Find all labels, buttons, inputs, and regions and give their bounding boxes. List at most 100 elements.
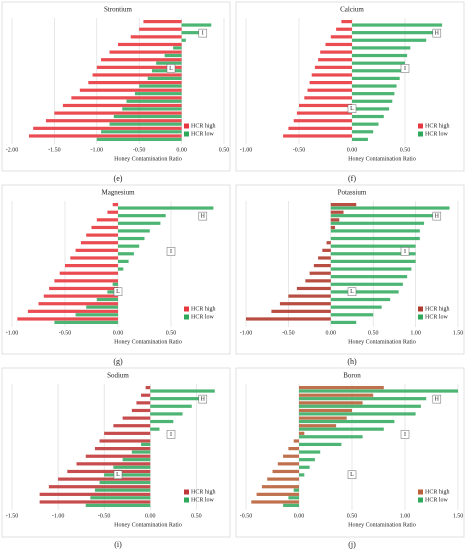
bar <box>352 130 374 134</box>
annotation-box <box>198 394 208 404</box>
legend-label: HCR low <box>191 497 215 503</box>
bar <box>293 119 352 123</box>
legend-label: HCR high <box>425 306 450 312</box>
x-tick-label: -2.00 <box>6 147 19 153</box>
bar <box>90 496 151 500</box>
bar <box>17 317 118 321</box>
bar <box>293 439 299 443</box>
panel-caption: (i) <box>114 540 122 549</box>
bar <box>352 69 403 73</box>
bar <box>293 488 299 492</box>
bar <box>54 279 118 283</box>
bar <box>131 450 151 454</box>
annotation-box <box>432 28 442 38</box>
bar <box>299 408 352 413</box>
bar <box>330 297 391 302</box>
bar <box>139 84 182 88</box>
bar <box>352 84 397 88</box>
annotation: H <box>201 396 206 402</box>
bar <box>330 313 374 317</box>
bar <box>181 23 212 27</box>
bar <box>59 271 118 275</box>
annotation-box <box>347 287 357 296</box>
bar <box>91 225 118 230</box>
bar <box>99 480 151 485</box>
legend-swatch <box>184 123 189 129</box>
bar <box>330 218 340 222</box>
x-tick-label: -0.50 <box>133 147 146 153</box>
bar <box>330 210 344 214</box>
bar <box>352 31 437 35</box>
bar <box>330 290 399 294</box>
x-tick-label: -1.00 <box>240 147 253 153</box>
x-axis-label: Honey Contamination Ratio <box>348 156 416 162</box>
bar <box>299 103 352 108</box>
x-tick-label: 0.50 <box>191 513 202 519</box>
annotation: L <box>350 472 354 478</box>
legend-swatch <box>418 123 423 129</box>
bar <box>352 38 427 42</box>
bar <box>86 233 118 237</box>
legend-swatch <box>184 306 189 312</box>
bar <box>85 503 151 508</box>
bar <box>85 454 151 458</box>
bar <box>150 397 206 401</box>
x-tick-label: -1.50 <box>6 513 19 519</box>
bar <box>299 412 416 416</box>
bar <box>101 130 182 134</box>
bar <box>147 76 182 81</box>
bar <box>288 126 352 130</box>
bar <box>288 294 331 298</box>
annotation: L <box>169 66 173 72</box>
legend-label: HCR low <box>425 314 449 320</box>
bar <box>299 435 363 439</box>
bar <box>113 114 182 119</box>
bar <box>288 496 299 500</box>
bar <box>299 473 305 477</box>
bar <box>80 241 118 245</box>
x-tick-label: 0.00 <box>113 330 124 336</box>
bar <box>131 408 151 413</box>
legend-swatch <box>418 314 423 320</box>
bar <box>311 73 352 77</box>
x-tick-label: -0.50 <box>293 147 306 153</box>
bar <box>134 92 182 96</box>
x-tick-label: 1.00 <box>400 513 411 519</box>
panel-caption: (j) <box>348 540 356 549</box>
legend-label: HCR high <box>191 306 216 312</box>
bar <box>330 259 416 264</box>
bar <box>118 236 145 241</box>
panel-frame <box>1 184 231 355</box>
annotation: L <box>350 106 354 112</box>
bar <box>145 386 151 390</box>
bar <box>246 317 331 321</box>
x-tick-label: 0.00 <box>145 513 156 519</box>
legend-label: HCR low <box>191 314 215 320</box>
panel-frame <box>235 367 465 538</box>
panel-title: Calcium <box>340 6 364 14</box>
bar <box>33 126 182 130</box>
annotation-box <box>400 247 410 256</box>
bar <box>164 53 182 58</box>
bar <box>299 397 427 401</box>
bar <box>330 214 433 218</box>
bar <box>325 42 352 47</box>
annotation: I <box>202 30 204 36</box>
bar <box>309 81 352 85</box>
bar <box>309 271 331 275</box>
bar <box>156 61 182 65</box>
bar <box>109 122 182 126</box>
annotation-box <box>432 211 442 221</box>
bar <box>330 252 416 256</box>
legend-swatch <box>418 489 423 495</box>
bar <box>299 419 395 424</box>
bar <box>101 58 182 62</box>
annotation-box <box>400 430 410 439</box>
bar <box>299 424 337 428</box>
annotation: I <box>170 432 172 438</box>
annotation: I <box>404 249 406 255</box>
panel-frame <box>1 367 231 538</box>
bar <box>352 23 443 27</box>
bar <box>314 65 352 69</box>
